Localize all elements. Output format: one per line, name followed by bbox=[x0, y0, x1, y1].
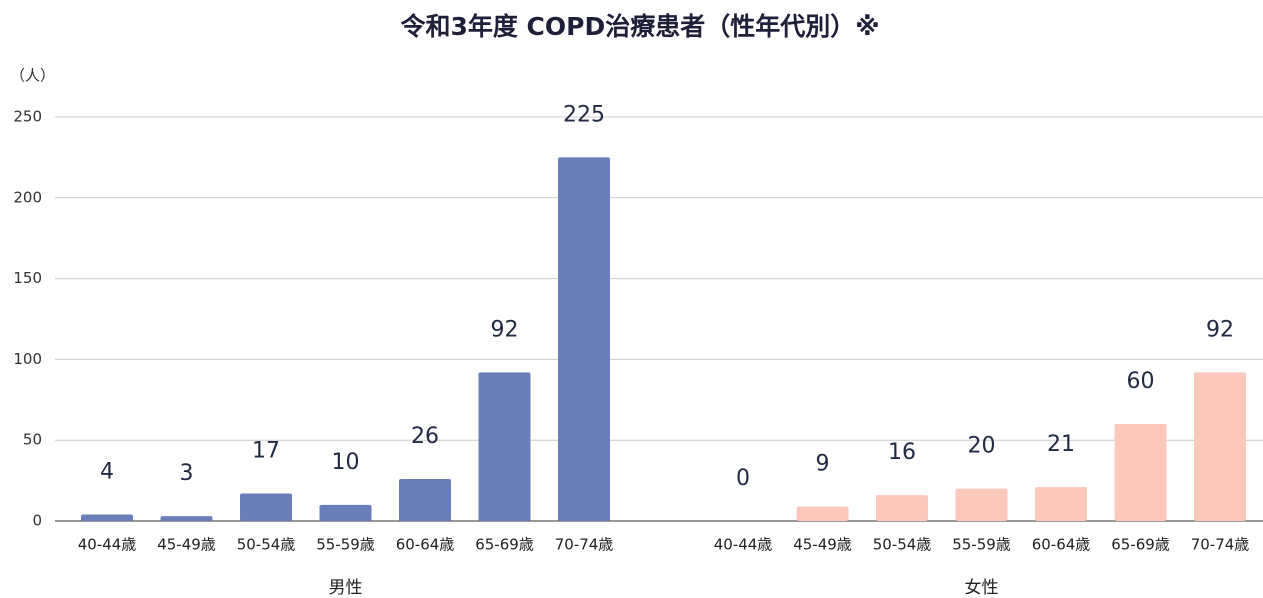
bar bbox=[1035, 487, 1087, 521]
bar bbox=[558, 157, 610, 521]
x-tick-label: 55-59歳 bbox=[952, 536, 1011, 554]
x-tick-label: 60-64歳 bbox=[1032, 536, 1091, 554]
value-label: 92 bbox=[491, 317, 519, 342]
value-label: 20 bbox=[968, 434, 996, 459]
x-tick-label: 60-64歳 bbox=[396, 536, 455, 554]
bar bbox=[399, 478, 451, 521]
bar bbox=[160, 516, 213, 521]
x-tick-label: 40-44歳 bbox=[78, 536, 137, 554]
y-tick-label: 200 bbox=[13, 188, 42, 206]
value-label: 21 bbox=[1047, 432, 1075, 457]
bar bbox=[876, 495, 928, 521]
x-tick-label: 65-69歳 bbox=[475, 536, 534, 554]
y-tick-label: 150 bbox=[13, 269, 42, 287]
bar bbox=[478, 372, 531, 521]
group-label: 男性 bbox=[329, 578, 363, 598]
y-tick-label: 100 bbox=[13, 350, 42, 368]
value-label: 17 bbox=[252, 439, 280, 464]
bar bbox=[1194, 372, 1246, 521]
value-label: 0 bbox=[736, 466, 750, 491]
value-label: 92 bbox=[1206, 317, 1234, 342]
x-tick-label: 50-54歳 bbox=[237, 536, 296, 554]
value-label: 26 bbox=[411, 424, 439, 449]
x-tick-label: 40-44歳 bbox=[714, 536, 773, 554]
value-label: 9 bbox=[816, 451, 830, 476]
bar bbox=[319, 504, 372, 521]
x-tick-label: 45-49歳 bbox=[793, 536, 852, 554]
value-label: 3 bbox=[180, 461, 194, 486]
bar bbox=[240, 493, 292, 521]
value-label: 4 bbox=[100, 460, 114, 485]
chart-title: 令和3年度 COPD治療患者（性年代別）※ bbox=[400, 12, 879, 41]
bar bbox=[955, 488, 1008, 521]
bar bbox=[796, 506, 849, 521]
value-label: 16 bbox=[888, 440, 916, 465]
x-tick-label: 55-59歳 bbox=[316, 536, 375, 554]
x-tick-label: 70-74歳 bbox=[1191, 536, 1250, 554]
bar bbox=[81, 514, 133, 521]
x-tick-label: 45-49歳 bbox=[157, 536, 216, 554]
y-tick-label: 250 bbox=[13, 108, 42, 126]
value-label: 60 bbox=[1127, 369, 1155, 394]
x-tick-label: 65-69歳 bbox=[1111, 536, 1170, 554]
group-label: 女性 bbox=[965, 578, 999, 598]
bar bbox=[1114, 424, 1167, 521]
y-axis-label: （人） bbox=[10, 67, 55, 85]
y-tick-label: 50 bbox=[23, 431, 42, 449]
x-tick-label: 50-54歳 bbox=[873, 536, 932, 554]
value-label: 10 bbox=[332, 450, 360, 475]
y-tick-label: 0 bbox=[32, 512, 42, 530]
x-tick-label: 70-74歳 bbox=[555, 536, 614, 554]
value-label: 225 bbox=[563, 102, 605, 127]
